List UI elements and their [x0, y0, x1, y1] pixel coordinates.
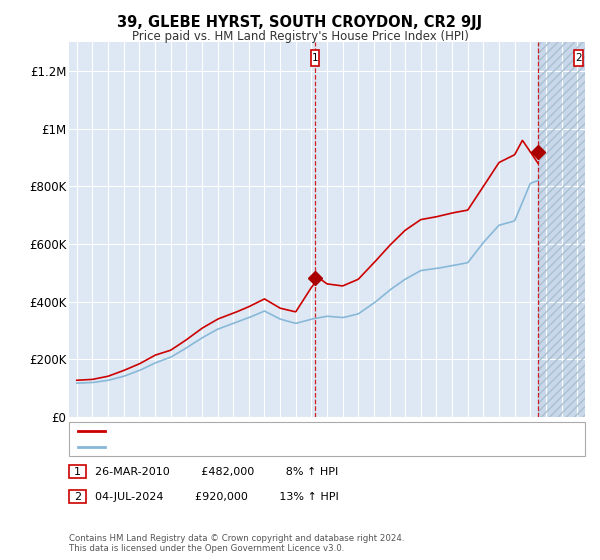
Bar	[538, 42, 585, 417]
Bar	[538, 42, 585, 417]
Text: 2: 2	[575, 53, 581, 63]
Text: HPI: Average price, detached house, Croydon: HPI: Average price, detached house, Croy…	[110, 442, 346, 452]
Bar	[311, 50, 319, 66]
Bar	[574, 50, 583, 66]
Text: 04-JUL-2024         £920,000         13% ↑ HPI: 04-JUL-2024 £920,000 13% ↑ HPI	[95, 492, 338, 502]
Text: Price paid vs. HM Land Registry's House Price Index (HPI): Price paid vs. HM Land Registry's House …	[131, 30, 469, 43]
Text: 1: 1	[311, 53, 318, 63]
Text: 1: 1	[74, 466, 81, 477]
Text: Contains HM Land Registry data © Crown copyright and database right 2024.
This d: Contains HM Land Registry data © Crown c…	[69, 534, 404, 553]
Text: 39, GLEBE HYRST, SOUTH CROYDON, CR2 9JJ (detached house): 39, GLEBE HYRST, SOUTH CROYDON, CR2 9JJ …	[110, 426, 438, 436]
Text: 2: 2	[74, 492, 81, 502]
Text: 26-MAR-2010         £482,000         8% ↑ HPI: 26-MAR-2010 £482,000 8% ↑ HPI	[95, 466, 338, 477]
Text: 39, GLEBE HYRST, SOUTH CROYDON, CR2 9JJ: 39, GLEBE HYRST, SOUTH CROYDON, CR2 9JJ	[118, 15, 482, 30]
